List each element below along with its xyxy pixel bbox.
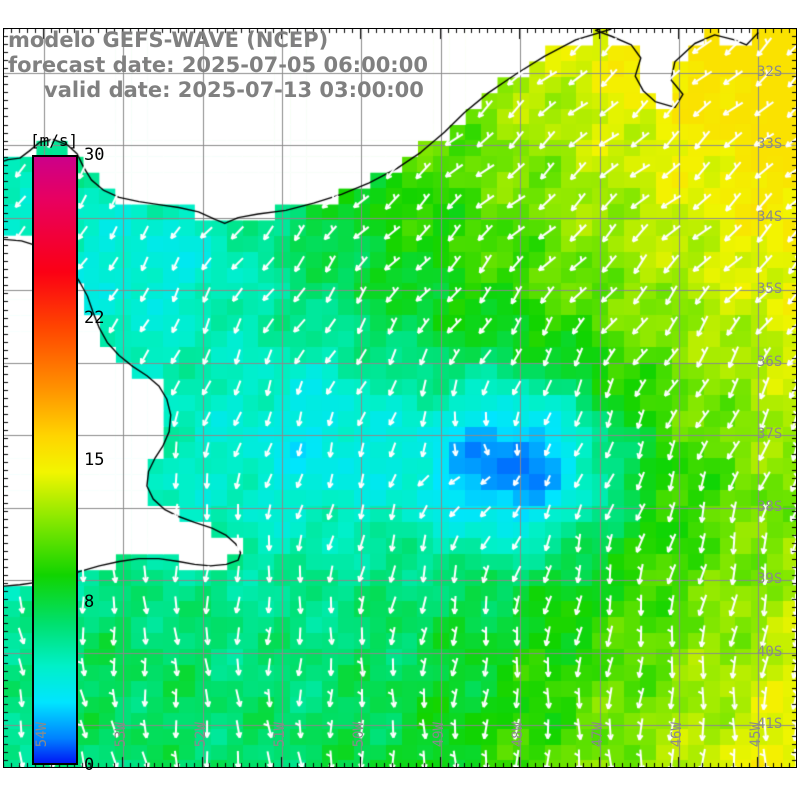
colorbar-units-label: [m/s] xyxy=(30,131,79,150)
map-frame xyxy=(3,28,797,768)
colorbar-gradient xyxy=(32,155,78,765)
colorbar-tick-8: 8 xyxy=(84,592,95,613)
colorbar-tick-22: 22 xyxy=(84,307,105,328)
colorbar-tick-15: 15 xyxy=(84,450,105,470)
windspeed-heatmap-layer xyxy=(4,29,796,767)
colorbar-tick-0: 0 xyxy=(84,755,95,775)
colorbar-tick-30: 30 xyxy=(84,145,105,165)
